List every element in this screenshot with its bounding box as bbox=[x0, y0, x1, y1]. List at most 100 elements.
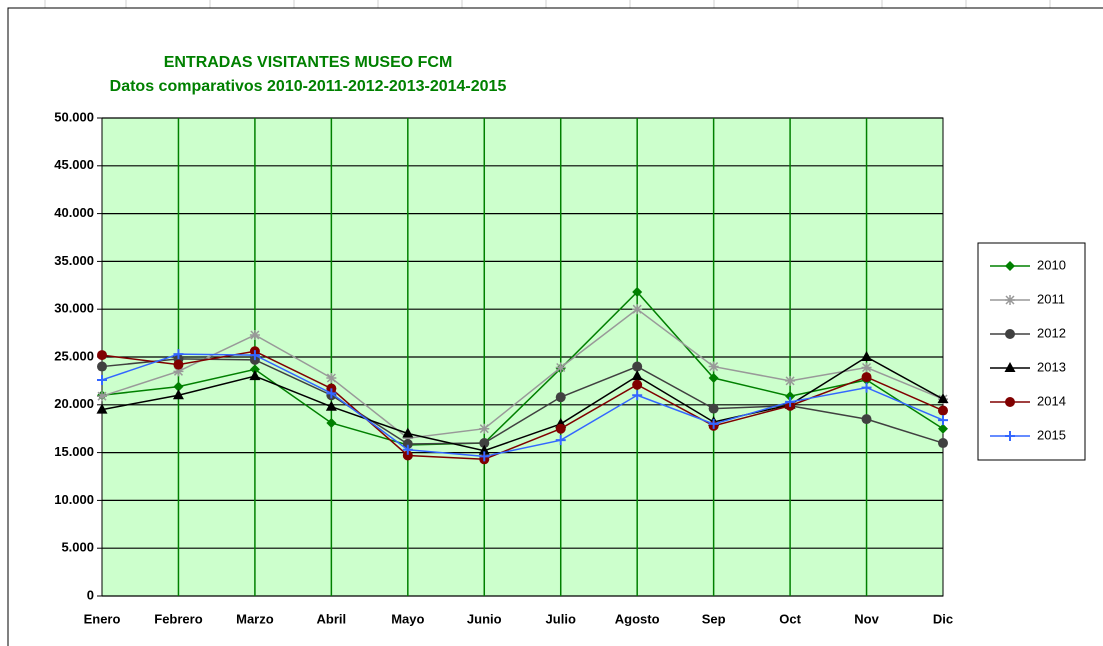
marker bbox=[708, 403, 719, 414]
marker bbox=[478, 444, 490, 455]
marker bbox=[479, 451, 490, 462]
marker bbox=[1005, 329, 1015, 339]
marker bbox=[479, 438, 490, 449]
marker bbox=[632, 379, 643, 390]
y-tick-label: 50.000 bbox=[54, 109, 94, 124]
marker bbox=[861, 362, 872, 373]
x-tick-label: Agosto bbox=[615, 611, 660, 626]
marker bbox=[938, 405, 948, 416]
marker bbox=[249, 370, 261, 381]
marker bbox=[402, 444, 413, 455]
marker bbox=[632, 390, 643, 401]
marker bbox=[97, 350, 107, 361]
x-tick-label: Abril bbox=[317, 611, 347, 626]
marker bbox=[632, 361, 643, 372]
y-tick-label: 35.000 bbox=[54, 253, 94, 268]
marker bbox=[861, 372, 872, 383]
marker bbox=[173, 366, 184, 377]
marker bbox=[402, 450, 413, 461]
marker bbox=[785, 396, 796, 407]
marker bbox=[632, 304, 643, 315]
marker bbox=[555, 392, 566, 403]
x-tick-label: Junio bbox=[467, 611, 502, 626]
y-tick-label: 20.000 bbox=[54, 396, 94, 411]
marker bbox=[96, 403, 108, 414]
marker bbox=[938, 423, 948, 434]
marker bbox=[326, 373, 337, 384]
x-tick-label: Sep bbox=[702, 611, 726, 626]
marker bbox=[172, 389, 184, 400]
marker bbox=[97, 391, 107, 402]
marker bbox=[173, 381, 184, 392]
marker bbox=[1005, 295, 1015, 305]
legend-label: 2010 bbox=[1037, 257, 1066, 272]
x-tick-label: Marzo bbox=[236, 611, 274, 626]
marker bbox=[708, 373, 719, 384]
marker bbox=[402, 427, 414, 438]
legend-label: 2012 bbox=[1037, 325, 1066, 340]
sheet-grid bbox=[44, 0, 1051, 8]
y-tick-label: 40.000 bbox=[54, 205, 94, 220]
marker bbox=[861, 382, 872, 393]
x-tick-label: Julio bbox=[546, 611, 576, 626]
legend-label: 2015 bbox=[1037, 427, 1066, 442]
x-tick-label: Febrero bbox=[154, 611, 202, 626]
marker bbox=[937, 393, 949, 404]
marker bbox=[1005, 397, 1015, 407]
marker bbox=[249, 350, 260, 361]
legend-label: 2013 bbox=[1037, 359, 1066, 374]
marker bbox=[708, 361, 719, 372]
legend-label: 2014 bbox=[1037, 393, 1066, 408]
marker bbox=[555, 362, 566, 373]
marker bbox=[402, 433, 413, 444]
marker bbox=[861, 414, 872, 425]
marker bbox=[1005, 431, 1015, 441]
legend bbox=[977, 242, 1086, 461]
marker bbox=[1005, 261, 1015, 271]
marker bbox=[631, 370, 643, 381]
series-line bbox=[101, 350, 944, 461]
marker bbox=[555, 435, 566, 446]
marker bbox=[326, 388, 337, 399]
marker bbox=[97, 361, 107, 372]
y-tick-label: 25.000 bbox=[54, 348, 94, 363]
y-tick-label: 10.000 bbox=[54, 492, 94, 507]
marker bbox=[249, 364, 260, 375]
chart-title: ENTRADAS VISITANTES MUSEO FCM bbox=[164, 54, 453, 71]
series-line bbox=[101, 290, 944, 446]
y-tick-label: 30.000 bbox=[54, 301, 94, 316]
marker bbox=[249, 330, 260, 341]
marker bbox=[97, 374, 107, 385]
marker bbox=[938, 438, 948, 449]
marker bbox=[479, 423, 490, 434]
marker bbox=[555, 423, 566, 434]
marker bbox=[708, 418, 719, 429]
marker bbox=[861, 351, 873, 361]
series-line bbox=[101, 353, 944, 458]
marker bbox=[326, 417, 337, 428]
marker bbox=[785, 375, 796, 386]
y-tick-label: 0 bbox=[87, 587, 94, 602]
marker bbox=[402, 438, 413, 449]
marker bbox=[173, 349, 184, 360]
x-tick-label: Enero bbox=[84, 611, 121, 626]
marker bbox=[173, 359, 184, 370]
series-line bbox=[101, 358, 944, 445]
x-tick-label: Nov bbox=[854, 611, 879, 626]
y-tick-label: 15.000 bbox=[54, 444, 94, 459]
y-tick-label: 5.000 bbox=[61, 540, 94, 555]
x-tick-label: Oct bbox=[779, 611, 801, 626]
x-tick-label: Dic bbox=[933, 611, 953, 626]
marker bbox=[785, 391, 796, 402]
y-tick-label: 45.000 bbox=[54, 157, 94, 172]
marker bbox=[938, 415, 948, 426]
marker bbox=[325, 400, 337, 411]
marker bbox=[632, 286, 643, 297]
chart-subtitle: Datos comparativos 2010-2011-2012-2013-2… bbox=[110, 78, 507, 95]
legend-label: 2011 bbox=[1037, 291, 1065, 306]
series-line bbox=[101, 308, 944, 440]
marker bbox=[1004, 362, 1016, 372]
x-tick-label: Mayo bbox=[391, 611, 424, 626]
series-line bbox=[101, 356, 944, 452]
